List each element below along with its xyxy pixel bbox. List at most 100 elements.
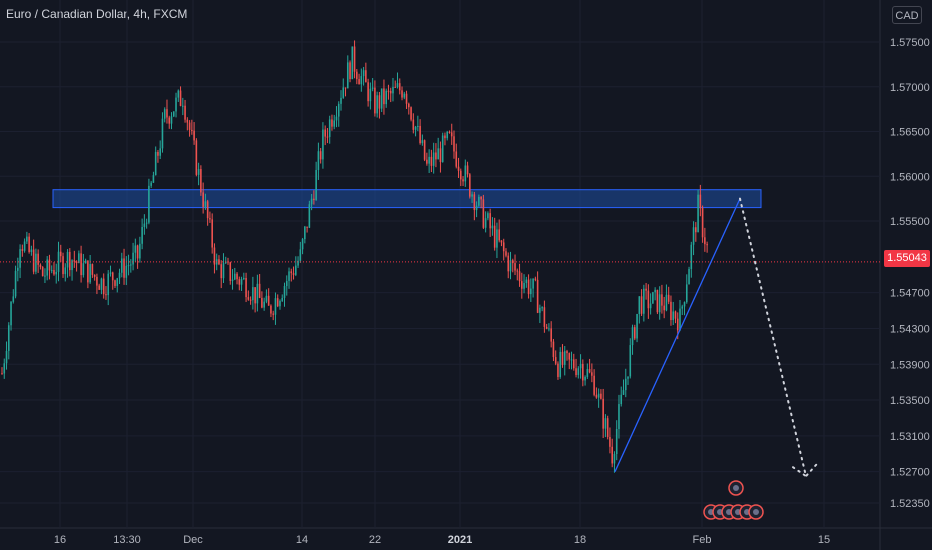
candle bbox=[148, 178, 150, 225]
candle bbox=[471, 191, 473, 203]
candle-body bbox=[570, 359, 573, 361]
candle bbox=[177, 89, 180, 102]
candle bbox=[561, 344, 564, 368]
candle bbox=[55, 263, 58, 284]
candle bbox=[618, 394, 620, 439]
candle bbox=[500, 240, 503, 247]
candle bbox=[1, 367, 3, 375]
candle bbox=[59, 244, 62, 263]
candle bbox=[570, 351, 573, 370]
candle-body bbox=[28, 236, 30, 252]
candle-body bbox=[50, 270, 53, 272]
candle-body bbox=[638, 296, 641, 315]
candle bbox=[545, 323, 548, 330]
candle-body bbox=[98, 285, 100, 290]
candle-body bbox=[394, 86, 397, 88]
candle bbox=[478, 194, 480, 208]
candle-body bbox=[602, 398, 604, 429]
candle-body bbox=[356, 71, 358, 80]
candle bbox=[32, 239, 35, 275]
candle-body bbox=[211, 219, 213, 248]
candle-body bbox=[87, 260, 89, 283]
candle bbox=[554, 350, 557, 366]
currency-button[interactable]: CAD bbox=[892, 6, 922, 24]
candle-body bbox=[82, 263, 85, 276]
candle bbox=[134, 238, 137, 262]
candle bbox=[575, 358, 577, 378]
candle bbox=[645, 282, 647, 300]
candle bbox=[222, 253, 225, 284]
candle bbox=[557, 361, 559, 380]
candle bbox=[35, 248, 37, 275]
candle-body bbox=[401, 90, 403, 98]
candle-body bbox=[44, 275, 46, 277]
candle bbox=[100, 277, 103, 295]
candle-body bbox=[46, 259, 48, 276]
candle-body bbox=[376, 95, 378, 114]
candle bbox=[665, 284, 668, 312]
candle bbox=[41, 266, 44, 277]
candle-body bbox=[557, 363, 559, 377]
candle-body bbox=[5, 350, 8, 364]
candle bbox=[426, 152, 428, 166]
candle bbox=[84, 258, 87, 264]
candle bbox=[114, 279, 116, 288]
candle bbox=[389, 87, 392, 103]
candle bbox=[658, 286, 661, 320]
candle bbox=[450, 123, 453, 145]
candle-body bbox=[59, 251, 62, 257]
candle-body bbox=[324, 129, 326, 137]
candle-body bbox=[586, 369, 589, 377]
candle bbox=[346, 55, 349, 89]
candle-body bbox=[670, 301, 672, 321]
candle bbox=[193, 122, 195, 145]
candle-body bbox=[21, 249, 24, 251]
candle-body bbox=[229, 262, 232, 281]
candle-body bbox=[611, 446, 613, 464]
candle bbox=[127, 254, 130, 276]
candle-body bbox=[32, 249, 35, 272]
candle bbox=[265, 289, 268, 304]
candle-body bbox=[663, 305, 665, 311]
candle bbox=[48, 254, 51, 280]
candle-body bbox=[274, 298, 277, 315]
candle bbox=[473, 191, 476, 221]
candle bbox=[566, 349, 568, 361]
candle bbox=[191, 119, 193, 135]
candle bbox=[152, 171, 155, 183]
candle bbox=[604, 414, 607, 438]
candle bbox=[634, 324, 636, 341]
candle-body bbox=[489, 213, 491, 229]
candle bbox=[116, 277, 119, 293]
candle-body bbox=[371, 87, 374, 89]
candle-body bbox=[441, 135, 444, 163]
candle bbox=[636, 313, 638, 343]
candle-body bbox=[188, 122, 191, 130]
candle bbox=[123, 248, 125, 285]
candle bbox=[46, 256, 48, 281]
candle-body bbox=[125, 265, 128, 278]
candle-body bbox=[256, 283, 259, 304]
candle-body bbox=[308, 204, 311, 228]
candle-body bbox=[41, 267, 44, 277]
candle bbox=[23, 238, 26, 253]
candle-body bbox=[116, 278, 119, 286]
y-tick-label: 1.56500 bbox=[890, 127, 930, 139]
candle bbox=[179, 86, 182, 107]
candle-body bbox=[204, 201, 207, 207]
candle bbox=[563, 346, 566, 376]
candle-body bbox=[297, 260, 299, 266]
candle bbox=[613, 451, 616, 473]
candle-body bbox=[403, 93, 406, 98]
candle bbox=[240, 276, 243, 291]
candle-body bbox=[105, 294, 107, 296]
y-tick-label: 1.52700 bbox=[890, 467, 930, 479]
candle-body bbox=[179, 90, 182, 106]
candle bbox=[276, 294, 279, 308]
candle bbox=[186, 117, 189, 131]
candle bbox=[342, 78, 345, 99]
candle bbox=[516, 268, 519, 281]
candle bbox=[288, 267, 290, 289]
